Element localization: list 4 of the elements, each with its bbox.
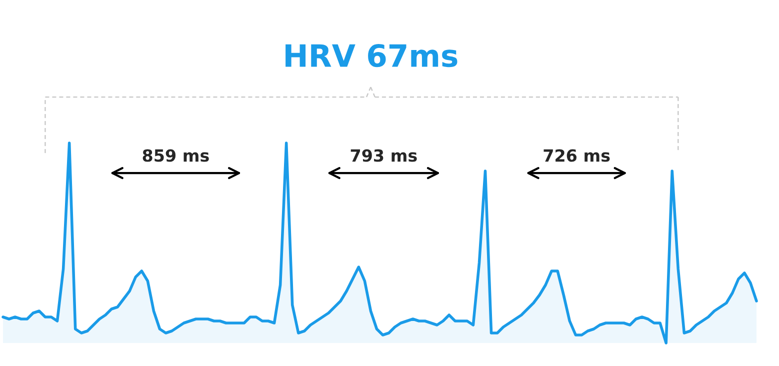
annotation: 726 ms [544,149,610,162]
chart-title: HRV 67ms [286,44,458,68]
annotation: 793 ms [350,149,417,162]
annotation: 859 ms [142,149,209,162]
